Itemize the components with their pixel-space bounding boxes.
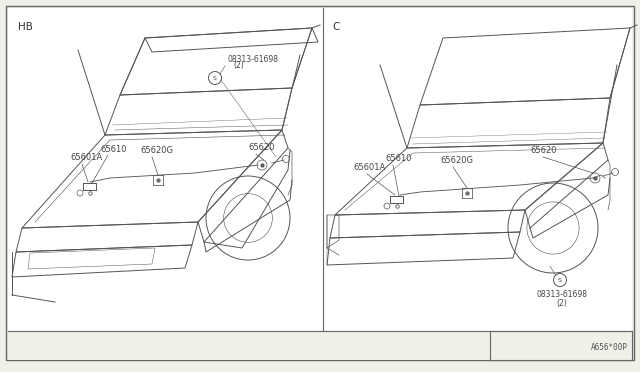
Text: S: S (213, 76, 217, 80)
Bar (490, 331, 632, 360)
Text: 65620G: 65620G (140, 146, 173, 155)
Text: S: S (558, 278, 562, 282)
Text: (2): (2) (557, 299, 568, 308)
Text: 65610: 65610 (385, 154, 412, 163)
Text: A656*00P: A656*00P (591, 343, 628, 353)
Text: HB: HB (18, 22, 33, 32)
Bar (8, 331, 632, 360)
Text: 65601A: 65601A (353, 163, 385, 172)
Text: 08313-61698: 08313-61698 (227, 55, 278, 64)
Text: 65601A: 65601A (70, 153, 102, 162)
Text: 08313-61698: 08313-61698 (536, 290, 588, 299)
Text: 65620G: 65620G (440, 156, 473, 165)
Text: 65620: 65620 (248, 143, 275, 152)
Text: 65620: 65620 (530, 146, 557, 155)
Bar (8, 8, 632, 331)
Text: 65610: 65610 (100, 145, 127, 154)
Text: C: C (332, 22, 339, 32)
Text: (2): (2) (233, 61, 244, 70)
